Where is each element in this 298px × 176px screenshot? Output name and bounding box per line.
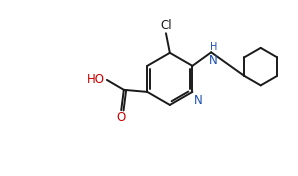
Text: Cl: Cl — [160, 19, 172, 32]
Text: HO: HO — [87, 73, 105, 86]
Text: N: N — [194, 94, 202, 107]
Text: O: O — [117, 111, 126, 124]
Text: N: N — [209, 54, 218, 67]
Text: H: H — [209, 42, 217, 52]
